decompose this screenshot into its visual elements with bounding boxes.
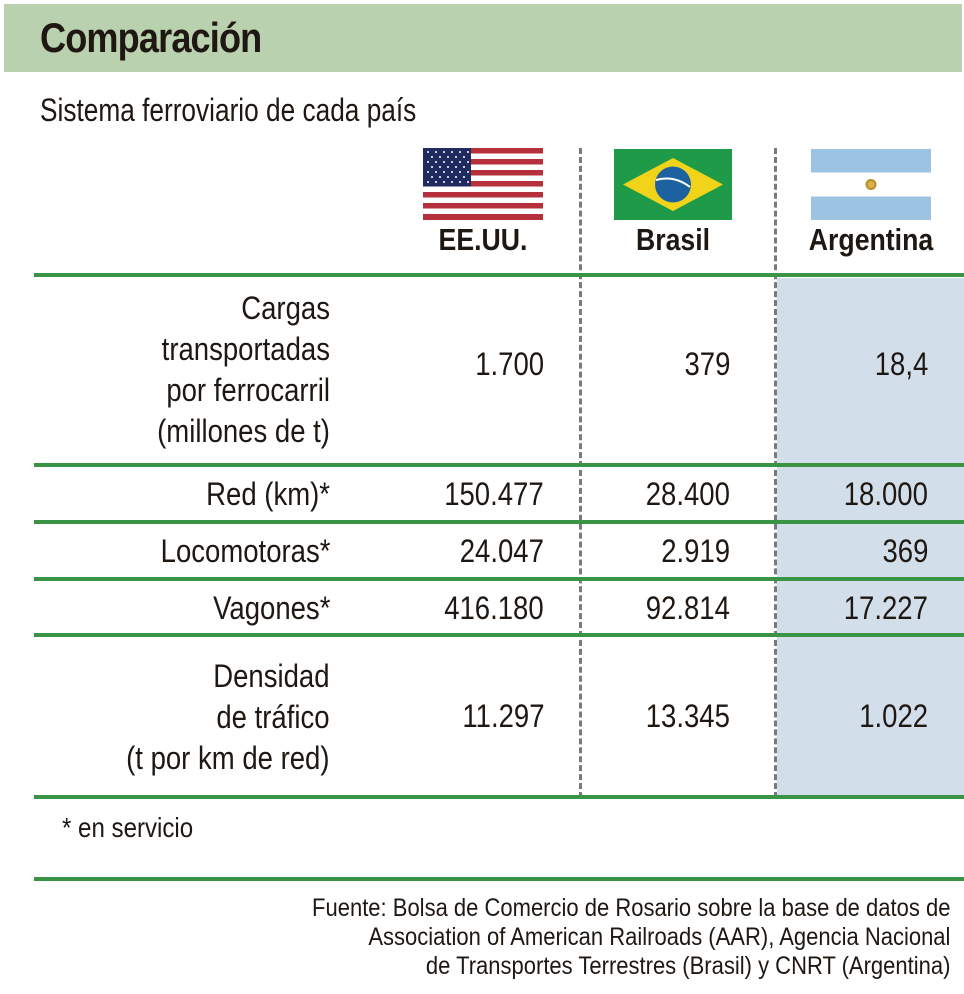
row-divider — [34, 633, 964, 637]
argentina-flag-icon — [811, 149, 931, 221]
value-usa: 11.297 — [461, 698, 544, 734]
source-note: Fuente: Bolsa de Comercio de Rosario sob… — [311, 894, 950, 980]
brazil-flag-icon — [614, 149, 734, 221]
row-label: Vagones* — [212, 590, 330, 626]
value-argentina: 18,4 — [874, 346, 928, 382]
value-brasil: 2.919 — [661, 533, 730, 569]
row-divider — [34, 520, 964, 524]
column-header-brasil: Brasil — [635, 222, 711, 257]
subtitle: Sistema ferroviario de cada país — [40, 92, 417, 128]
value-brasil: 92.814 — [645, 590, 730, 626]
row-label: Locomotoras* — [160, 533, 330, 569]
column-divider — [579, 148, 582, 798]
column-divider — [774, 148, 777, 798]
page-title: Comparación — [40, 14, 262, 61]
value-usa: 416.180 — [444, 590, 544, 626]
value-usa: 1.700 — [475, 346, 544, 382]
usa-flag-icon — [423, 148, 543, 220]
row-divider — [34, 577, 964, 581]
row-divider — [34, 463, 964, 467]
value-brasil: 28.400 — [645, 476, 730, 512]
value-brasil: 379 — [684, 346, 730, 382]
value-argentina: 369 — [882, 533, 928, 569]
row-divider — [34, 273, 964, 277]
value-usa: 150.477 — [444, 476, 544, 512]
footnote: * en servicio — [62, 812, 194, 843]
value-argentina: 18.000 — [843, 476, 928, 512]
value-argentina: 17.227 — [843, 590, 928, 626]
row-label: Densidad de tráfico (t por km de red) — [126, 658, 330, 776]
title-banner: Comparación — [4, 4, 962, 72]
source-divider — [34, 877, 964, 881]
column-header-usa: EE.UU. — [438, 222, 528, 257]
column-header-argentina: Argentina — [808, 222, 934, 257]
argentina-column-highlight — [777, 278, 964, 797]
value-usa: 24.047 — [459, 533, 544, 569]
value-brasil: 13.345 — [645, 698, 730, 734]
row-label: Red (km)* — [206, 476, 330, 512]
value-argentina: 1.022 — [859, 698, 928, 734]
row-label: Cargas transportadas por ferrocarril (mi… — [157, 290, 330, 449]
row-divider — [34, 795, 964, 799]
